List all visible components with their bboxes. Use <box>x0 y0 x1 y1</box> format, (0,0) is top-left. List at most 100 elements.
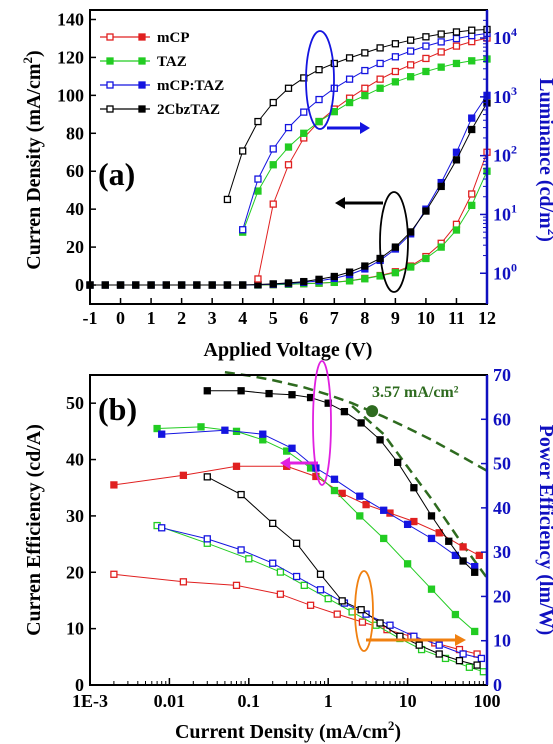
luminance-taz-point <box>315 117 323 126</box>
luminance-mcp-point <box>376 75 384 83</box>
power-efficiency-mcp-taz-point <box>477 654 486 663</box>
luminance-2cbztaz-point <box>269 98 277 107</box>
luminance-2cbztaz-point <box>422 33 430 41</box>
current-density-2cbztaz-point <box>300 277 308 286</box>
arrow-head-right-blue <box>360 122 370 134</box>
luminance-mcp-taz-point <box>269 145 277 153</box>
legend-marker-filled-taz <box>138 57 146 65</box>
current-efficiency-2cbztaz-point <box>459 557 467 565</box>
current-density-2cbztaz-point <box>239 281 247 289</box>
current-efficiency-taz-point <box>471 627 479 636</box>
current-efficiency-mcp-taz-point <box>356 492 364 500</box>
luminance-taz-point <box>407 73 415 81</box>
panel-b-y-tick-label: 30 <box>66 506 84 526</box>
luminance-2cbztaz-point <box>361 49 369 57</box>
panel-a-y2-tick-base: 10 <box>493 263 511 283</box>
power-efficiency-mcp-taz-point <box>316 586 325 594</box>
luminance-taz-point <box>284 143 293 151</box>
current-efficiency-taz-point <box>403 560 412 568</box>
power-efficiency-mcp-taz-point <box>386 621 394 629</box>
power-efficiency-mcp-taz-point <box>269 559 277 567</box>
luminance-mcp-point <box>361 84 369 92</box>
current-efficiency-2cbztaz-point <box>357 419 365 427</box>
current-efficiency-mcp-point <box>179 471 188 479</box>
current-density-2cbztaz-point <box>208 281 216 289</box>
panel-a-y-tick-label: 60 <box>66 161 84 181</box>
panel-a-x-tick-label: 5 <box>269 308 278 328</box>
current-efficiency-mcp-taz-point <box>380 506 388 514</box>
luminance-mcp-taz-point <box>407 47 415 55</box>
current-efficiency-mcp-point <box>475 551 483 560</box>
panel-b-y2-tick-label: 70 <box>493 365 511 385</box>
power-efficiency-mcp-taz-point <box>203 535 211 543</box>
power-efficiency-2cbztaz-point <box>338 597 346 605</box>
luminance-taz-point <box>345 98 354 107</box>
current-efficiency-2cbztaz-point <box>265 389 273 398</box>
current-density-taz-point <box>437 243 445 251</box>
power-efficiency-taz-point <box>276 568 285 576</box>
luminance-taz-point <box>269 161 277 169</box>
luminance-2cbztaz-point <box>468 26 476 34</box>
current-efficiency-taz-point <box>427 585 436 593</box>
legend-marker-open-mcp <box>106 33 114 41</box>
luminance-mcp-taz-point <box>239 226 247 234</box>
panel-b-x-axis-label-text: Current Density (mA/cm <box>175 721 388 743</box>
panel-a-y-tick-label: 100 <box>57 85 84 105</box>
luminance-mcp-point <box>269 200 277 208</box>
current-density-taz-point <box>452 226 461 234</box>
luminance-mcp-taz-line <box>242 32 488 230</box>
luminance-taz-point <box>361 91 369 100</box>
power-efficiency-2cbztaz-point <box>473 661 481 669</box>
luminance-mcp-point <box>452 42 461 50</box>
knee-annotation-label: 3.57 mA/cm² <box>372 384 459 401</box>
luminance-taz-point <box>254 187 262 195</box>
panel-a-y2-axis-label-text: Luminance (cd/m <box>535 78 553 229</box>
current-density-taz-point <box>422 254 430 263</box>
panel-a-y2-tick-base: 10 <box>493 204 511 224</box>
power-efficiency-ellipse <box>354 570 374 652</box>
current-density-taz-point <box>407 263 415 271</box>
luminance-mcp-taz-point <box>361 66 369 75</box>
legend-label-taz: TAZ <box>157 54 187 70</box>
current-efficiency-2cbztaz-point <box>306 393 315 402</box>
legend-marker-filled-mcp-taz <box>138 81 146 89</box>
luminance-2cbztaz-point <box>254 117 262 126</box>
panel-a-x-tick-label: 6 <box>299 308 308 328</box>
luminance-mcp-point <box>437 48 445 56</box>
panel-b-x-tick-label: 0.01 <box>154 691 186 711</box>
luminance-taz-point <box>452 59 461 68</box>
power-efficiency-mcp-taz-point <box>237 546 245 554</box>
panel-b-y2-tick-label: 0 <box>493 675 502 695</box>
power-efficiency-2cbztaz-point <box>435 650 443 658</box>
power-efficiency-mcp-point <box>110 570 118 578</box>
panel-b: 1E-3 0.01 0.1 1 10 10001020304050010203040506… <box>23 360 553 743</box>
current-efficiency-mcp-taz-point <box>403 520 412 529</box>
fit-line-0 <box>224 370 488 472</box>
current-density-2cbztaz-point <box>391 243 400 251</box>
current-density-2cbztaz-point <box>177 281 186 289</box>
current-efficiency-mcp-taz-point <box>259 430 267 438</box>
current-efficiency-mcp-taz-line <box>161 429 475 568</box>
current-density-2cbztaz-point <box>269 280 277 288</box>
current-efficiency-2cbztaz-point <box>445 537 453 545</box>
current-density-taz-point <box>361 275 369 283</box>
panel-a-y2-axis-label-end: ) <box>535 235 553 242</box>
current-efficiency-mcp-point <box>110 481 118 489</box>
current-efficiency-mcp-point <box>410 517 418 526</box>
current-density-2cbztaz-point <box>452 156 461 164</box>
current-efficiency-taz-point <box>451 610 460 619</box>
power-efficiency-mcp-taz-point <box>435 641 443 649</box>
panel-a-x-tick-label: 1 <box>147 308 156 328</box>
panel-a-x-tick-label: 9 <box>391 308 400 328</box>
luminance-mcp-taz-point <box>391 53 400 61</box>
luminance-mcp-taz-point <box>422 42 430 50</box>
power-efficiency-mcp-point <box>276 590 285 598</box>
panel-a-y-tick-label: 140 <box>57 9 84 29</box>
legend-label-mcp-taz: mCP:TAZ <box>157 78 224 94</box>
panel-a-y2-tick-label: 102 <box>493 143 517 166</box>
current-density-2cbztaz-point <box>330 272 338 281</box>
luminance-mcp-taz-point <box>300 108 308 116</box>
current-efficiency-2cbztaz-line <box>207 390 476 573</box>
knee-point-marker <box>366 405 379 418</box>
current-efficiency-mcp-taz-point <box>158 430 166 438</box>
